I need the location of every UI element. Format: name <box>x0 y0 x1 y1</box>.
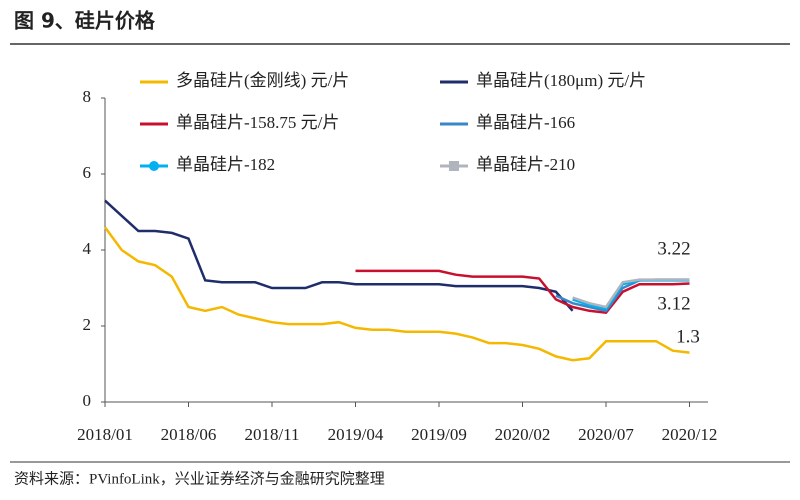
y-tick-label: 0 <box>83 391 92 410</box>
annotation: 1.3 <box>676 326 700 347</box>
annotation: 3.12 <box>657 293 690 314</box>
y-tick-label: 4 <box>83 239 92 258</box>
legend-marker <box>449 161 459 171</box>
x-tick-label: 2020/07 <box>578 425 634 444</box>
source-note: 资料来源：PVinfoLink，兴业证券经济与金融研究院整理 <box>14 469 385 487</box>
legend-label: 单晶硅片-166 <box>476 113 575 132</box>
x-tick-label: 2019/09 <box>411 425 467 444</box>
series-line <box>572 278 690 309</box>
x-tick-label: 2019/04 <box>328 425 384 444</box>
legend-label: 多晶硅片(金刚线) 元/片 <box>176 71 349 90</box>
y-tick-label: 6 <box>83 163 92 182</box>
x-tick-label: 2018/11 <box>244 425 299 444</box>
legend-label: 单晶硅片-182 <box>176 155 275 174</box>
y-tick-label: 2 <box>83 315 92 334</box>
chart-title: 图 9、硅片价格 <box>14 9 156 33</box>
y-tick-label: 8 <box>83 87 92 106</box>
series-line <box>104 199 574 312</box>
x-tick-label: 2020/12 <box>662 425 718 444</box>
series-line <box>355 269 690 315</box>
x-tick-label: 2018/01 <box>77 425 133 444</box>
legend-label: 单晶硅片-210 <box>476 155 575 174</box>
annotation: 3.22 <box>657 238 690 259</box>
x-tick-label: 2018/06 <box>161 425 217 444</box>
series-line <box>103 226 690 362</box>
x-tick-label: 2020/02 <box>495 425 551 444</box>
legend-marker <box>149 161 159 171</box>
legend-label: 单晶硅片(180μm) 元/片 <box>476 71 646 90</box>
legend-label: 单晶硅片-158.75 元/片 <box>176 113 339 132</box>
